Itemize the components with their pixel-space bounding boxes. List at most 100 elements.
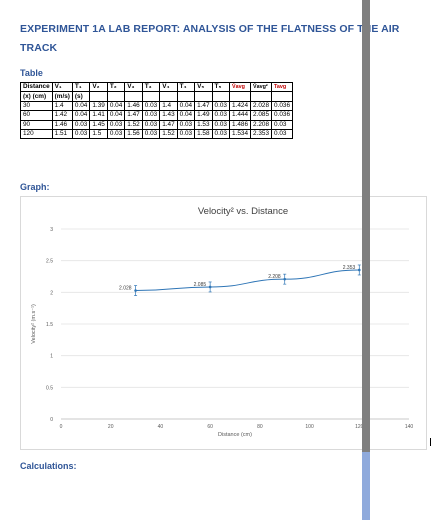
table-cell: 1.4 (51, 100, 73, 112)
table-cell: 0.03 (106, 119, 126, 130)
table-cell: 0.03 (176, 128, 196, 140)
x-tick-label: 140 (405, 424, 414, 430)
report-title: EXPERIMENT 1A LAB REPORT: ANALYSIS OF TH… (20, 23, 400, 54)
table-cell: 0.04 (176, 110, 196, 121)
table-cell: 60 (20, 110, 53, 121)
table-cell: 1.47 (194, 100, 213, 112)
table-unit-cell (271, 91, 293, 102)
table-cell: 1.534 (229, 128, 251, 140)
table-cell: 0.03 (211, 128, 231, 140)
table-row: 120 1.51 0.03 1.5 0.03 1.56 0.03 1.52 0.03 1.58 0.… (20, 128, 293, 140)
page-edge-mark (430, 438, 431, 446)
table-cell: 1.49 (194, 110, 213, 121)
table-cell: 1.41 (89, 110, 108, 121)
table-cell: 0.03 (141, 110, 161, 121)
table-header-cell: V₃ (124, 81, 143, 93)
table-cell: 1.39 (89, 100, 108, 112)
table-header-cell: T₂ (106, 81, 126, 93)
y-tick-label: 0.5 (46, 385, 53, 391)
data-label: 2.085 (194, 282, 207, 288)
graph-heading: Graph: (20, 182, 50, 192)
table-unit-cell: (m/s) (51, 91, 73, 102)
table-cell: 90 (20, 119, 53, 130)
table-cell: 1.45 (89, 119, 108, 130)
series-line (135, 269, 360, 292)
table-cell: 1.4 (159, 100, 178, 112)
table-unit-cell (89, 91, 108, 102)
data-point (283, 277, 287, 281)
table-cell: 0.036 (271, 100, 293, 112)
x-tick-label: 40 (158, 424, 164, 430)
table-cell: 1.56 (124, 128, 143, 140)
x-tick-label: 60 (207, 424, 213, 430)
table-header-cell: V̄avg² (250, 81, 272, 93)
table-cell: 0.03 (271, 119, 293, 130)
table-row: 60 1.42 0.04 1.41 0.04 1.47 0.03 1.43 0.04 1.49 0.… (20, 110, 293, 121)
table-header-cell: T₅ (211, 81, 231, 93)
table-header-cell: T₁ (71, 81, 91, 93)
table-cell: 0.04 (71, 110, 91, 121)
table-cell: 1.47 (124, 110, 143, 121)
scrollbar-track[interactable] (362, 0, 370, 520)
table-cell: 2.028 (250, 100, 272, 112)
scrollbar-thumb[interactable] (362, 452, 370, 520)
y-axis-label: Velocity² (m.s⁻¹) (31, 304, 37, 344)
table-header-cell: T₄ (176, 81, 196, 93)
table-header-cell: V₅ (194, 81, 213, 93)
table-unit-cell (250, 91, 272, 102)
table-cell: 0.03 (71, 128, 91, 140)
table-header-cell: V̄avg (229, 81, 251, 93)
table-header-units-row: (x) (cm) (m/s) (s) (20, 91, 293, 102)
data-point (134, 289, 137, 292)
table-cell: 1.52 (124, 119, 143, 130)
table-header-cell: Distance (20, 81, 53, 93)
table-cell: 1.52 (159, 128, 178, 140)
graph-frame: Velocity² vs. Distance 0 0.5 1 1.5 2 2.5 3 0 20 40… (20, 196, 427, 450)
table-cell: 1.46 (124, 100, 143, 112)
table-unit-cell (176, 91, 196, 102)
x-tick-label: 20 (108, 424, 114, 430)
table-cell: 120 (20, 128, 53, 140)
table-unit-cell (124, 91, 143, 102)
table-unit-cell (106, 91, 126, 102)
table-cell: 1.46 (51, 119, 73, 130)
table-cell: 2.208 (250, 119, 272, 130)
x-tick-label: 120 (355, 424, 364, 430)
chart-title: Velocity² vs. Distance (198, 206, 288, 217)
table-cell: 1.424 (229, 100, 251, 112)
calculations-heading: Calculations: (20, 461, 77, 471)
x-axis-label: Distance (cm) (218, 432, 252, 438)
table-heading: Table (20, 68, 43, 78)
table-header-row: Distance V₁ T₁ V₂ T₂ V₃ T₃ V₄ T₄ V₅ T₅ V̄avg V̄avg² T… (20, 81, 293, 93)
table-header-cell: V₁ (51, 81, 73, 93)
y-tick-label: 1 (50, 354, 53, 360)
y-tick-label: 1.5 (46, 322, 53, 328)
table-cell: 1.53 (194, 119, 213, 130)
table-cell: 1.486 (229, 119, 251, 130)
table-cell: 2.353 (250, 128, 272, 140)
data-label: 2.028 (119, 286, 132, 292)
table-cell: 0.03 (211, 110, 231, 121)
table-cell: 0.03 (141, 100, 161, 112)
table-unit-cell (211, 91, 231, 102)
y-tick-label: 3 (50, 227, 53, 233)
y-tick-label: 0 (50, 417, 53, 423)
table-unit-cell (194, 91, 213, 102)
table-header-cell: Tavg (271, 81, 293, 93)
velocity-chart: Velocity² vs. Distance 0 0.5 1 1.5 2 2.5 3 0 20 40… (31, 206, 414, 438)
table-cell: 1.51 (51, 128, 73, 140)
table-cell: 1.444 (229, 110, 251, 121)
table-header-cell: T₃ (141, 81, 161, 93)
x-tick-label: 0 (60, 424, 63, 430)
table-cell: 0.03 (211, 119, 231, 130)
y-tick-label: 2.5 (46, 259, 53, 265)
data-label: 2.353 (343, 265, 356, 271)
y-tick-label: 2 (50, 290, 53, 296)
table-cell: 1.43 (159, 110, 178, 121)
table-cell: 0.04 (106, 110, 126, 121)
table-cell: 0.04 (106, 100, 126, 112)
table-row: 30 1.4 0.04 1.39 0.04 1.46 0.03 1.4 0.04 1.47 0.03… (20, 100, 293, 112)
table-cell: 0.03 (211, 100, 231, 112)
table-cell: 2.085 (250, 110, 272, 121)
table-cell: 0.04 (71, 100, 91, 112)
